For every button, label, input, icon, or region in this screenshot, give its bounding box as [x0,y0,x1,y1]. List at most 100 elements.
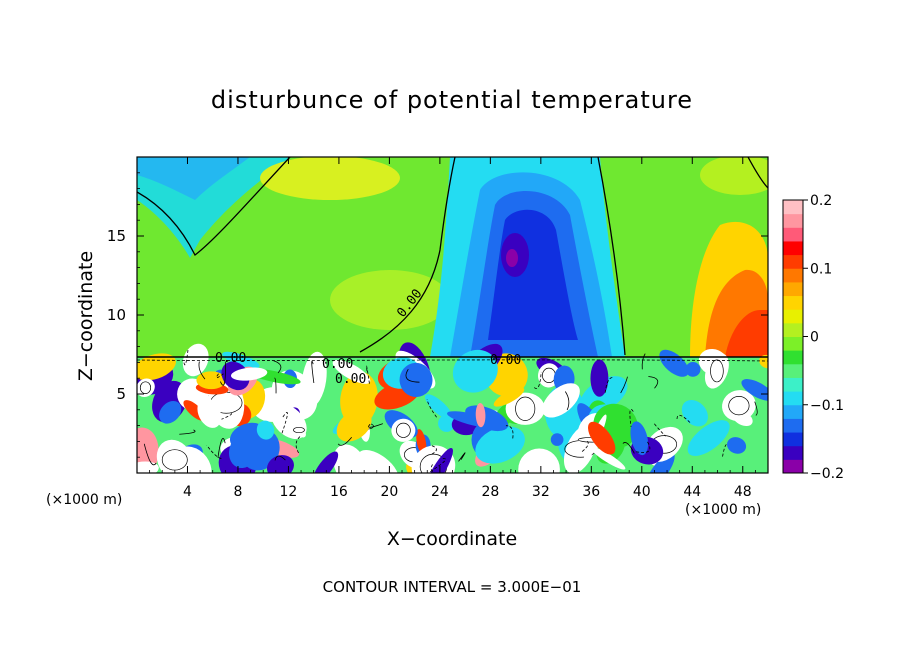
upper-left-cooler-region [137,157,250,200]
y-tick-label: 15 [107,227,126,245]
turbulent-blob [722,390,756,422]
turbulent-blob [292,422,306,438]
colorbar-swatch [783,240,803,256]
turbulent-contour [337,436,352,446]
turbulent-blobs [137,342,768,473]
chart-title: disturbunce of potential temperature [210,86,694,114]
turbulent-blob [685,362,701,377]
turbulent-contour [654,423,667,437]
x-axis-label: X−coordinate [386,528,518,550]
turbulent-blob [159,400,182,424]
colorbar-swatch [783,404,803,419]
contour-line-zero-left [359,157,456,353]
turbulent-contour [728,396,750,416]
turbulent-blob [399,362,433,398]
turbulent-blob [590,446,626,470]
colorbar: 0.2 0.1 0 −0.1 −0.2 [782,193,844,482]
turbulent-contour [505,425,514,439]
turbulent-contour [564,391,570,411]
x-tick-label: 28 [481,484,499,500]
colorbar-swatch [783,377,803,392]
colorbar-swatch [783,350,803,365]
turbulent-contour [676,414,691,423]
colorbar-tick-label: −0.1 [810,398,844,414]
turbulent-contour [217,438,226,458]
turbulent-contour [274,377,277,394]
x-unit-left: (×1000 m) [46,492,123,508]
contour-line-zero-right [597,157,626,356]
colorbar-swatch [783,459,803,474]
colorbar-swatch [783,336,803,351]
turbulent-blob [256,420,275,440]
turbulent-blob [391,418,416,442]
colorbar-swatch [783,309,803,324]
x-tick-label: 32 [532,484,550,500]
colorbar-swatch [783,295,803,310]
colorbar-swatch [783,445,803,460]
turbulent-contour [281,412,288,435]
colorbar-swatch [783,418,803,433]
turbulent-blob [542,383,580,418]
turbulent-blob [630,421,649,456]
turbulent-blob [704,353,729,389]
turbulent-blob [550,433,564,446]
turbulent-contour [710,359,724,383]
turbulent-contour [458,452,466,462]
cool-plume-extreme [506,249,518,267]
x-tick-label: 12 [280,484,298,500]
colorbar-swatch [783,391,803,406]
y-tick-label: 10 [107,306,126,324]
turbulent-blob [741,379,768,401]
turbulent-contour [604,377,613,393]
turbulent-blob [197,398,222,428]
turbulent-contour [198,361,206,380]
turbulent-contour [206,444,222,459]
turbulent-blob [230,367,268,381]
turbulent-blob [222,351,260,369]
contour-label: 0.00 [335,372,366,387]
colorbar-swatch [783,200,803,215]
upper-right-patch [700,157,768,195]
turbulent-contour [534,371,542,389]
contour-line-upper-right [747,157,768,189]
y-tick-label: 5 [116,385,126,403]
turbulent-contour [311,360,315,384]
turbulent-blob [196,371,226,390]
contour-label: 0.00 [490,353,521,368]
turbulent-contour [179,429,196,435]
turbulent-contour [431,445,437,455]
x-tick-label: 4 [183,484,192,500]
turbulent-blob [475,426,525,464]
x-axis: 4 8 12 16 20 24 28 32 36 40 44 48 [149,157,756,500]
turbulent-contour [295,436,301,455]
turbulent-blob [493,387,525,407]
colorbar-swatch [783,213,803,228]
x-tick-label: 36 [582,484,600,500]
mid-warm-patch [330,270,450,330]
right-warm-inner [725,310,768,357]
turbulent-contour [430,464,435,473]
x-tick-label: 44 [683,484,701,500]
contour-label: 0.00 [215,351,246,366]
y-axis: 5 10 15 [107,172,768,458]
turbulent-contour [183,350,189,366]
turbulent-blob [587,421,616,455]
turbulent-blob [312,451,339,473]
turbulent-blob [759,354,768,369]
turbulent-blob [137,461,159,473]
turbulent-contour [629,409,634,427]
colorbar-swatch [783,322,803,337]
colorbar-tick-label: 0 [810,330,819,346]
turbulent-contour [221,413,232,420]
x-unit-right: (×1000 m) [685,502,762,518]
x-tick-label: 8 [233,484,242,500]
colorbar-swatch [783,227,803,242]
x-tick-label: 24 [431,484,449,500]
turbulent-blob [681,399,708,427]
turbulent-blob [182,343,209,377]
colorbar-swatch [783,268,803,283]
turbulent-contour [426,399,437,418]
turbulent-contour [366,365,370,384]
turbulent-blob [137,378,155,397]
